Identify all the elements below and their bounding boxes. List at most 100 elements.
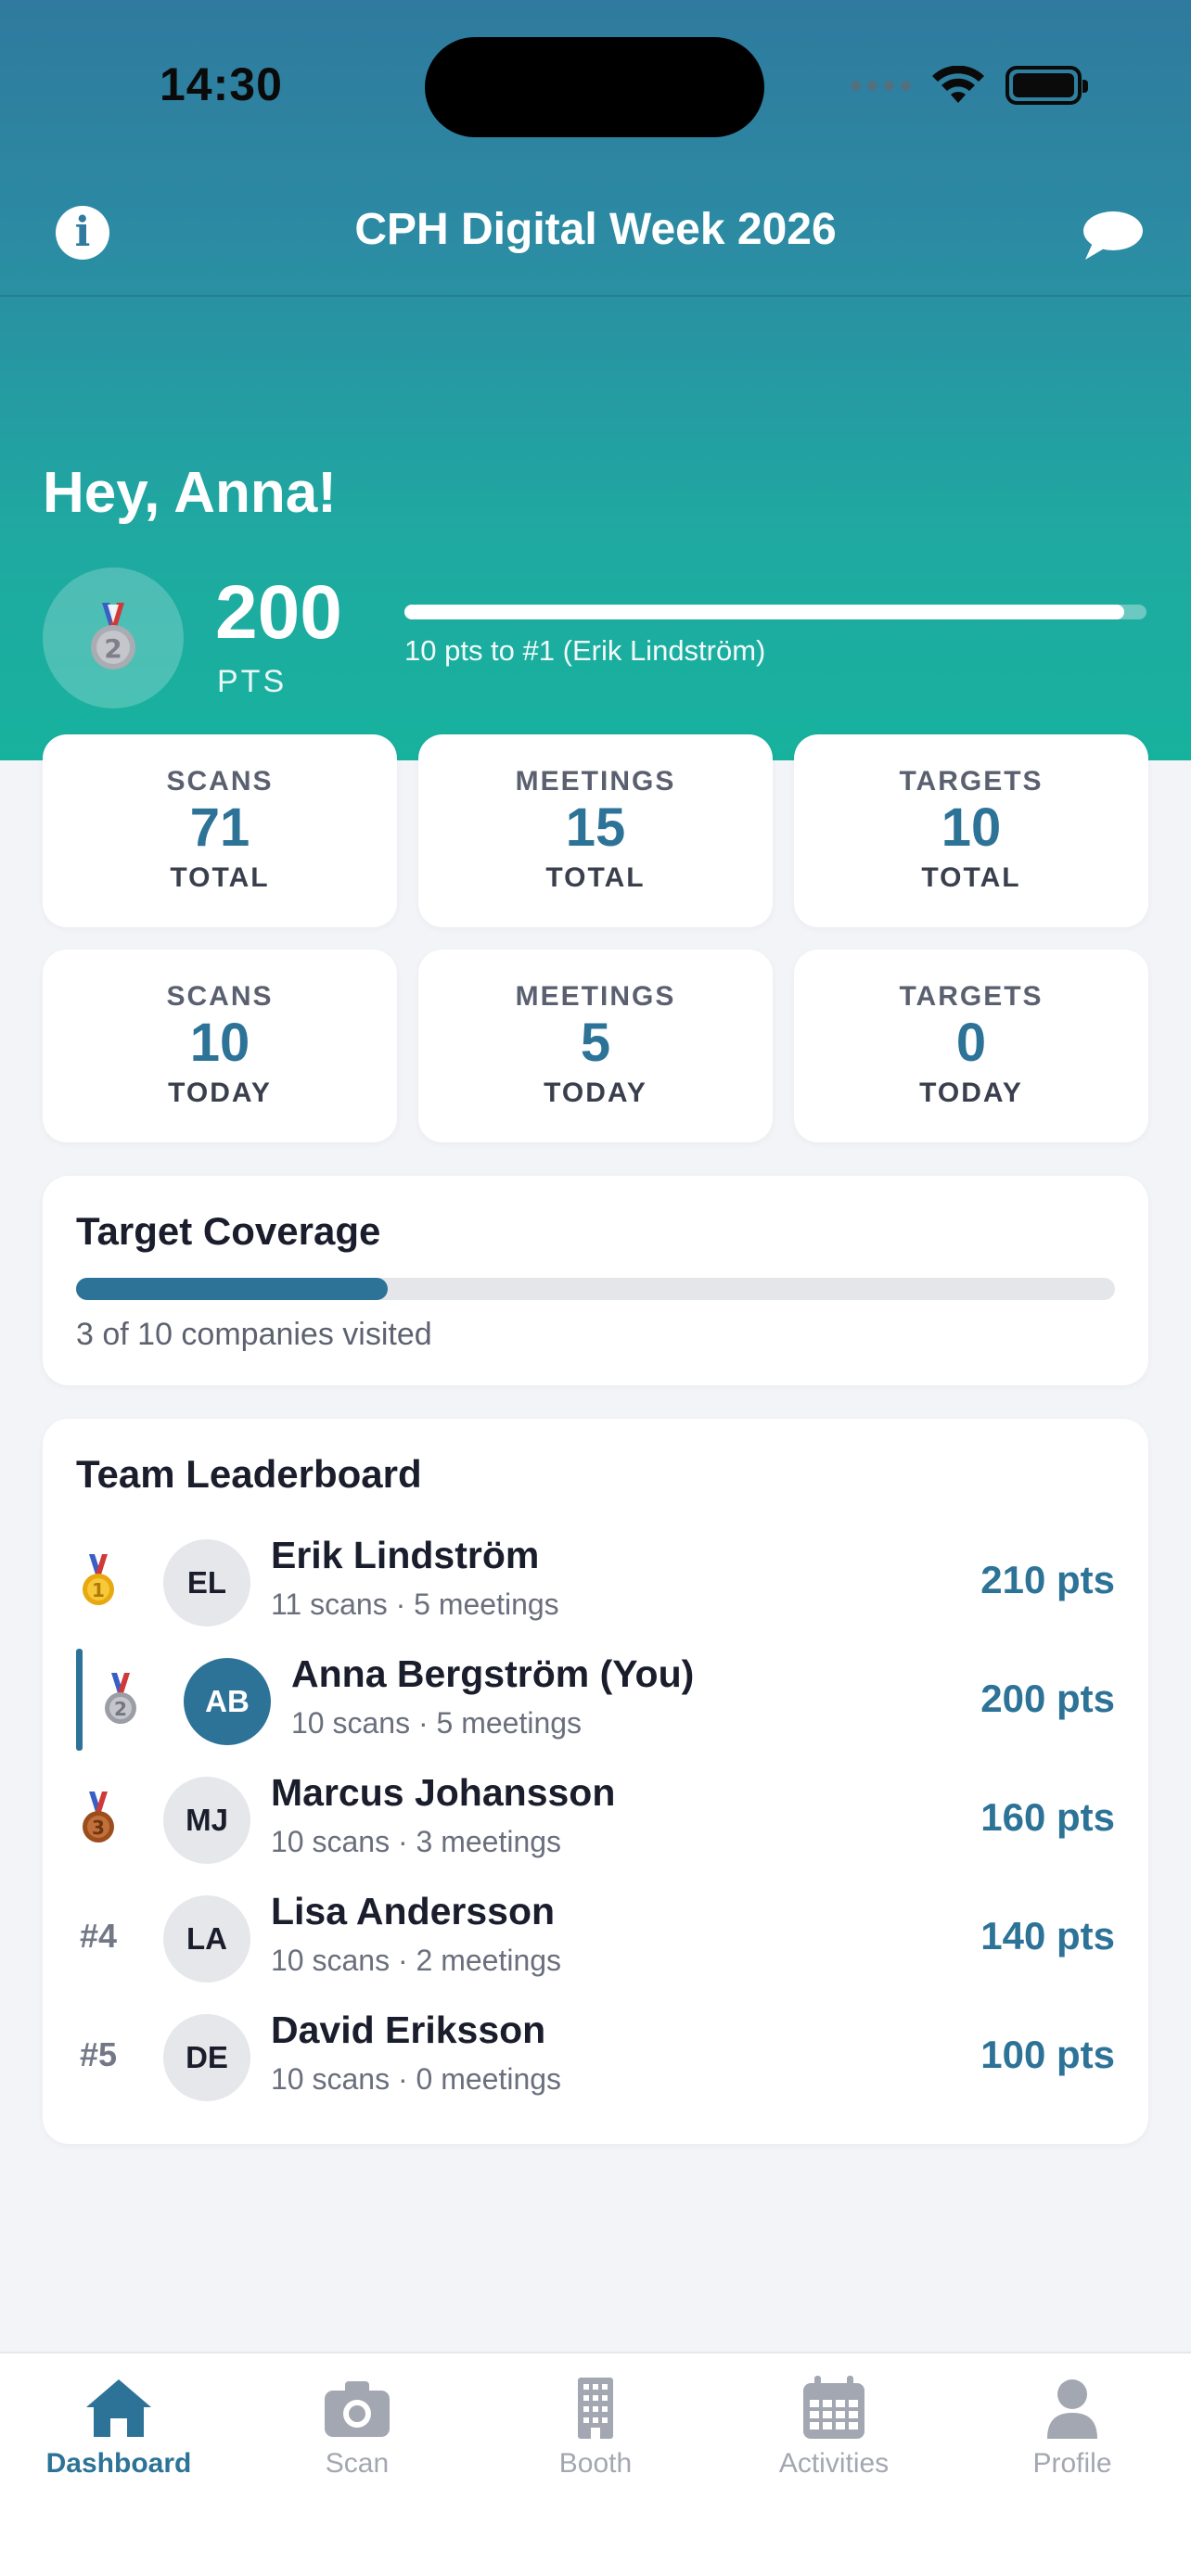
coverage-progress-fill (76, 1278, 388, 1300)
coverage-progress-bar (76, 1278, 1115, 1300)
member-name: Anna Bergström (You) (291, 1652, 695, 1695)
gold-medal-icon: 1 (69, 1550, 128, 1610)
rank-progress-bar (404, 605, 1146, 619)
stat-card-meetings-total[interactable]: MEETINGS 15 TOTAL (418, 734, 773, 927)
tab-label: Profile (1032, 2448, 1112, 2479)
avatar: LA (163, 1895, 250, 1983)
navbar: i CPH Digital Week 2026 (0, 167, 1191, 297)
silver-medal-icon: 2 (91, 1669, 150, 1728)
stat-card-meetings-today[interactable]: MEETINGS 5 TODAY (418, 950, 773, 1142)
home-icon (86, 2379, 151, 2437)
stat-label: SCANS (166, 766, 274, 797)
stat-label: TARGETS (899, 766, 1044, 797)
stat-value: 10 (941, 797, 1002, 858)
stat-sub: TOTAL (545, 862, 646, 893)
member-stats: 10 scans · 5 meetings (291, 1706, 583, 1740)
stat-card-targets-total[interactable]: TARGETS 10 TOTAL (794, 734, 1148, 927)
stat-sub: TOTAL (170, 862, 270, 893)
stat-value: 15 (565, 797, 626, 858)
battery-icon (1005, 66, 1088, 105)
team-leaderboard-card: Team Leaderboard 1 EL Erik Lindström 11 … (43, 1419, 1148, 2144)
member-name: Lisa Andersson (271, 1890, 556, 1932)
tab-scan[interactable]: Scan (238, 2374, 476, 2480)
member-points: 140 pts (980, 1914, 1115, 1958)
current-user-indicator (76, 1649, 83, 1751)
signal-icon (851, 80, 911, 91)
stat-label: MEETINGS (515, 981, 676, 1012)
stat-label: SCANS (166, 981, 274, 1012)
points-unit: PTS (217, 664, 288, 699)
points-value: 200 (215, 570, 342, 655)
avatar: EL (163, 1539, 250, 1626)
chat-icon[interactable] (1080, 208, 1145, 263)
status-bar: 14:30 (0, 0, 1191, 167)
building-icon (578, 2378, 613, 2439)
member-name: Erik Lindström (271, 1534, 540, 1576)
member-stats: 10 scans · 2 meetings (271, 1944, 562, 1977)
rank-number: #5 (79, 2035, 118, 2073)
stat-sub: TODAY (919, 1078, 1023, 1108)
stat-value: 0 (955, 1013, 987, 1073)
stat-card-scans-total[interactable]: SCANS 71 TOTAL (43, 734, 397, 927)
stat-card-scans-today[interactable]: SCANS 10 TODAY (43, 950, 397, 1142)
bronze-medal-icon: 3 (69, 1788, 128, 1847)
svg-text:3: 3 (92, 1817, 105, 1839)
tab-profile[interactable]: Profile (954, 2374, 1191, 2480)
status-time: 14:30 (160, 58, 283, 110)
stat-label: TARGETS (899, 981, 1044, 1012)
stat-card-targets-today[interactable]: TARGETS 0 TODAY (794, 950, 1148, 1142)
avatar: MJ (163, 1777, 250, 1864)
member-stats: 11 scans · 5 meetings (271, 1588, 559, 1621)
target-coverage-card[interactable]: Target Coverage 3 of 10 companies visite… (43, 1176, 1148, 1385)
stat-sub: TOTAL (921, 862, 1021, 893)
tab-label: Dashboard (45, 2448, 192, 2479)
stat-label: MEETINGS (515, 766, 676, 797)
member-name: David Eriksson (271, 2009, 546, 2051)
rank-progress-note: 10 pts to #1 (Erik Lindström) (404, 634, 766, 667)
rank-progress-fill (404, 605, 1124, 619)
status-icons (851, 65, 1088, 106)
member-stats: 10 scans · 3 meetings (271, 1825, 562, 1858)
leaderboard-row[interactable]: #4 LA Lisa Andersson 10 scans · 2 meetin… (43, 1886, 1148, 1988)
member-points: 100 pts (980, 2033, 1115, 2076)
avatar: DE (163, 2014, 250, 2101)
rank-medal: 2 (43, 567, 184, 708)
leaderboard-row[interactable]: 3 MJ Marcus Johansson 10 scans · 3 meeti… (43, 1767, 1148, 1869)
coverage-note: 3 of 10 companies visited (76, 1317, 432, 1352)
member-points: 210 pts (980, 1558, 1115, 1601)
stat-value: 10 (189, 1013, 250, 1073)
tab-booth[interactable]: Booth (477, 2374, 714, 2480)
svg-text:1: 1 (92, 1579, 105, 1601)
tab-label: Activities (778, 2448, 890, 2479)
dynamic-island (425, 37, 764, 137)
rank-number: #4 (79, 1917, 118, 1955)
person-icon (1047, 2379, 1097, 2439)
member-name: Marcus Johansson (271, 1771, 616, 1814)
stat-sub: TODAY (168, 1078, 272, 1108)
stat-sub: TODAY (544, 1078, 647, 1108)
svg-text:2: 2 (104, 633, 122, 664)
tab-label: Booth (558, 2448, 633, 2479)
leaderboard-row[interactable]: 1 EL Erik Lindström 11 scans · 5 meeting… (43, 1530, 1148, 1632)
coverage-title: Target Coverage (76, 1209, 381, 1253)
calendar-icon (803, 2376, 864, 2439)
member-stats: 10 scans · 0 meetings (271, 2062, 562, 2096)
greeting: Hey, Anna! (43, 461, 337, 525)
info-icon[interactable]: i (56, 206, 109, 260)
leaderboard-row[interactable]: #5 DE David Eriksson 10 scans · 0 meetin… (43, 2005, 1148, 2107)
silver-medal-icon: 2 (91, 603, 135, 670)
member-points: 200 pts (980, 1677, 1115, 1720)
stat-value: 71 (189, 797, 250, 858)
page-title: CPH Digital Week 2026 (354, 205, 837, 254)
tab-activities[interactable]: Activities (715, 2374, 953, 2480)
leaderboard-row-current-user[interactable]: 2 AB Anna Bergström (You) 10 scans · 5 m… (43, 1649, 1148, 1751)
tab-bar: Dashboard Scan Booth (0, 2352, 1191, 2576)
avatar: AB (184, 1658, 271, 1745)
wifi-icon (932, 66, 984, 103)
tab-dashboard[interactable]: Dashboard (0, 2374, 237, 2480)
camera-icon (325, 2381, 390, 2437)
stat-grid: SCANS 71 TOTAL MEETINGS 15 TOTAL TARGETS… (43, 734, 1148, 1142)
tab-label: Scan (325, 2448, 390, 2479)
leaderboard-title: Team Leaderboard (76, 1452, 422, 1496)
